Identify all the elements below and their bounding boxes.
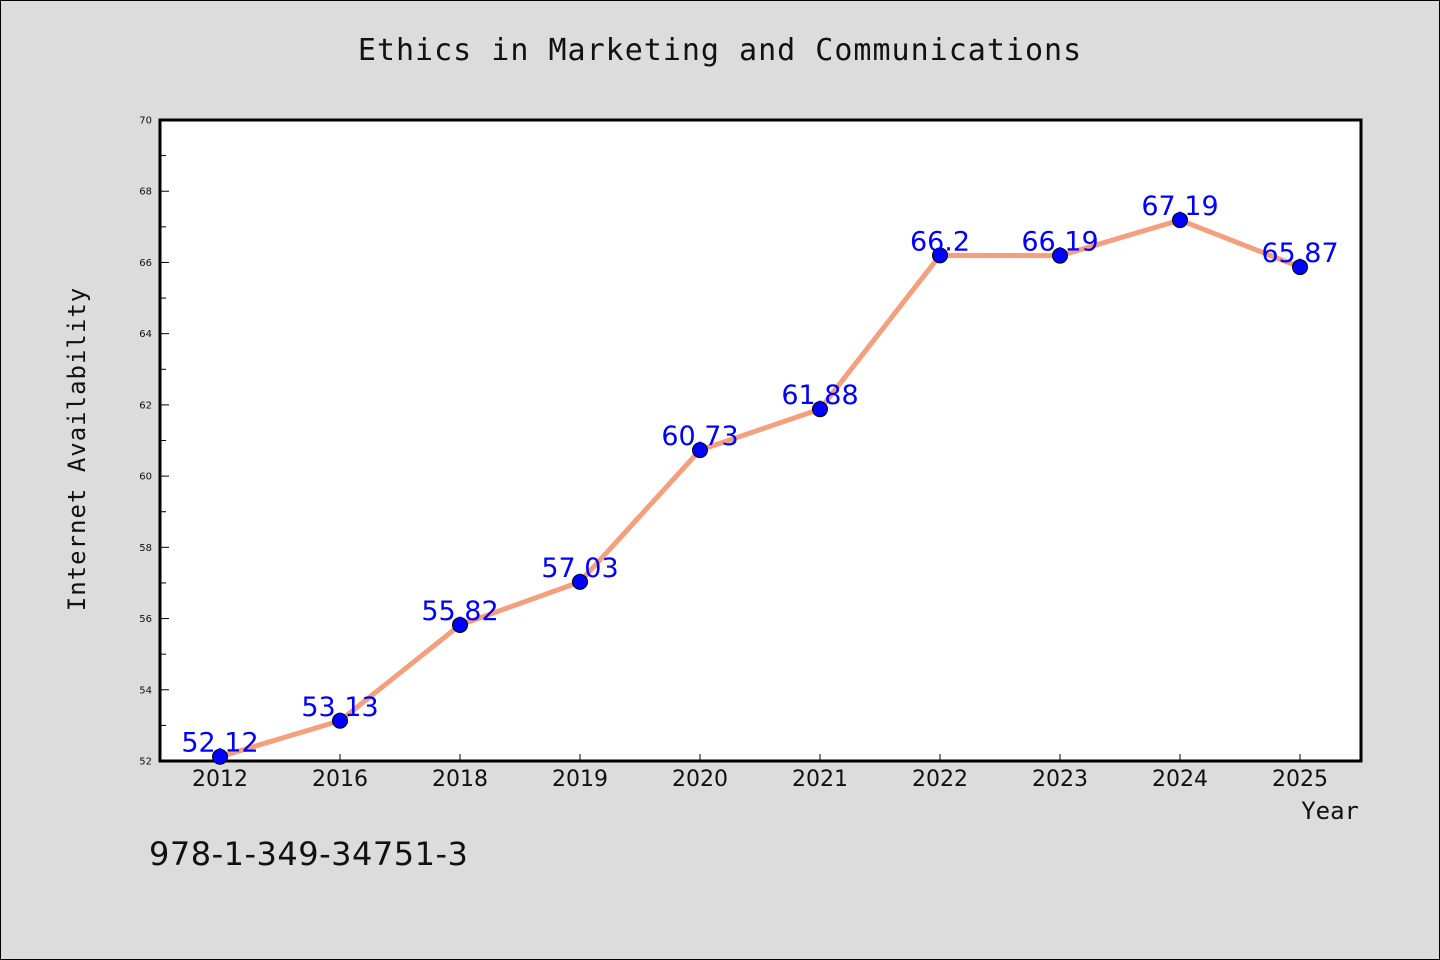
x-tick-label: 2019 bbox=[552, 767, 608, 792]
y-tick-label: 62 bbox=[139, 400, 152, 411]
data-point bbox=[572, 573, 588, 590]
data-point bbox=[692, 442, 708, 459]
data-point bbox=[1292, 259, 1308, 276]
data-point bbox=[1172, 212, 1188, 229]
data-point bbox=[812, 401, 828, 418]
x-axis-label: Year bbox=[1301, 797, 1359, 825]
data-label: 66.19 bbox=[1021, 227, 1098, 258]
chart-title: Ethics in Marketing and Communications bbox=[357, 33, 1083, 68]
x-tick-label: 2022 bbox=[912, 767, 968, 792]
x-tick-label: 2023 bbox=[1032, 767, 1088, 792]
data-point bbox=[932, 247, 948, 264]
y-tick-label: 58 bbox=[139, 543, 152, 554]
data-label: 53.13 bbox=[301, 692, 378, 723]
y-tick-label: 64 bbox=[139, 329, 152, 340]
data-point bbox=[212, 748, 228, 765]
y-tick-label: 66 bbox=[139, 258, 152, 269]
data-label: 52.12 bbox=[181, 728, 258, 759]
x-tick-label: 2025 bbox=[1272, 767, 1328, 792]
data-label: 61.88 bbox=[781, 380, 858, 411]
data-label: 65.87 bbox=[1261, 238, 1338, 269]
data-label: 66.2 bbox=[910, 226, 970, 257]
y-tick-label: 60 bbox=[139, 472, 152, 483]
data-label: 55.82 bbox=[421, 596, 498, 627]
y-tick-label: 68 bbox=[139, 187, 152, 198]
data-point bbox=[452, 616, 468, 633]
x-tick-label: 2012 bbox=[192, 767, 248, 792]
y-tick-label: 52 bbox=[139, 757, 152, 768]
y-tick-label: 70 bbox=[139, 116, 152, 127]
data-point bbox=[1052, 247, 1068, 264]
isbn-footnote: 978-1-349-34751-3 bbox=[149, 835, 469, 873]
series-line bbox=[217, 217, 1303, 760]
x-tick-label: 2020 bbox=[672, 767, 728, 792]
y-tick-label: 54 bbox=[139, 685, 152, 696]
data-label: 67.19 bbox=[1141, 191, 1218, 222]
x-tick-label: 2021 bbox=[792, 767, 848, 792]
y-tick-label: 56 bbox=[139, 614, 152, 625]
data-label: 60.73 bbox=[661, 421, 738, 452]
x-tick-label: 2016 bbox=[312, 767, 368, 792]
x-tick-label: 2018 bbox=[432, 767, 488, 792]
data-label: 57.03 bbox=[541, 553, 618, 584]
data-point bbox=[332, 712, 348, 729]
x-tick-label: 2024 bbox=[1152, 767, 1208, 792]
